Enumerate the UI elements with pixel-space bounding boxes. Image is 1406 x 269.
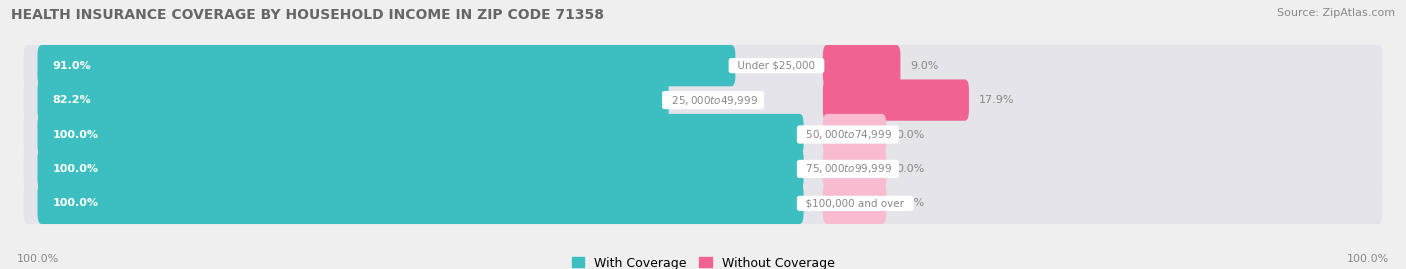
FancyBboxPatch shape	[38, 114, 804, 155]
FancyBboxPatch shape	[823, 79, 969, 121]
FancyBboxPatch shape	[38, 183, 804, 224]
Text: 100.0%: 100.0%	[17, 254, 59, 264]
Text: 0.0%: 0.0%	[896, 198, 924, 208]
Text: 0.0%: 0.0%	[896, 164, 924, 174]
FancyBboxPatch shape	[38, 79, 669, 121]
FancyBboxPatch shape	[24, 183, 1382, 224]
FancyBboxPatch shape	[24, 114, 1382, 155]
Text: HEALTH INSURANCE COVERAGE BY HOUSEHOLD INCOME IN ZIP CODE 71358: HEALTH INSURANCE COVERAGE BY HOUSEHOLD I…	[11, 8, 605, 22]
Text: $50,000 to $74,999: $50,000 to $74,999	[800, 128, 897, 141]
FancyBboxPatch shape	[24, 45, 1382, 86]
Text: 0.0%: 0.0%	[896, 129, 924, 140]
Text: $25,000 to $49,999: $25,000 to $49,999	[665, 94, 762, 107]
FancyBboxPatch shape	[38, 148, 804, 190]
Legend: With Coverage, Without Coverage: With Coverage, Without Coverage	[567, 252, 839, 269]
Text: 82.2%: 82.2%	[52, 95, 91, 105]
Text: 9.0%: 9.0%	[910, 61, 938, 71]
Text: $75,000 to $99,999: $75,000 to $99,999	[800, 162, 897, 175]
Text: 100.0%: 100.0%	[52, 164, 98, 174]
FancyBboxPatch shape	[823, 148, 886, 190]
Text: 17.9%: 17.9%	[979, 95, 1014, 105]
FancyBboxPatch shape	[24, 148, 1382, 190]
FancyBboxPatch shape	[38, 45, 735, 86]
Text: Source: ZipAtlas.com: Source: ZipAtlas.com	[1277, 8, 1395, 18]
FancyBboxPatch shape	[823, 183, 886, 224]
FancyBboxPatch shape	[24, 79, 1382, 121]
Text: 91.0%: 91.0%	[52, 61, 91, 71]
Text: 100.0%: 100.0%	[52, 129, 98, 140]
Text: 100.0%: 100.0%	[1347, 254, 1389, 264]
FancyBboxPatch shape	[823, 114, 886, 155]
Text: 100.0%: 100.0%	[52, 198, 98, 208]
Text: Under $25,000: Under $25,000	[731, 61, 821, 71]
FancyBboxPatch shape	[823, 45, 900, 86]
Text: $100,000 and over: $100,000 and over	[800, 198, 911, 208]
